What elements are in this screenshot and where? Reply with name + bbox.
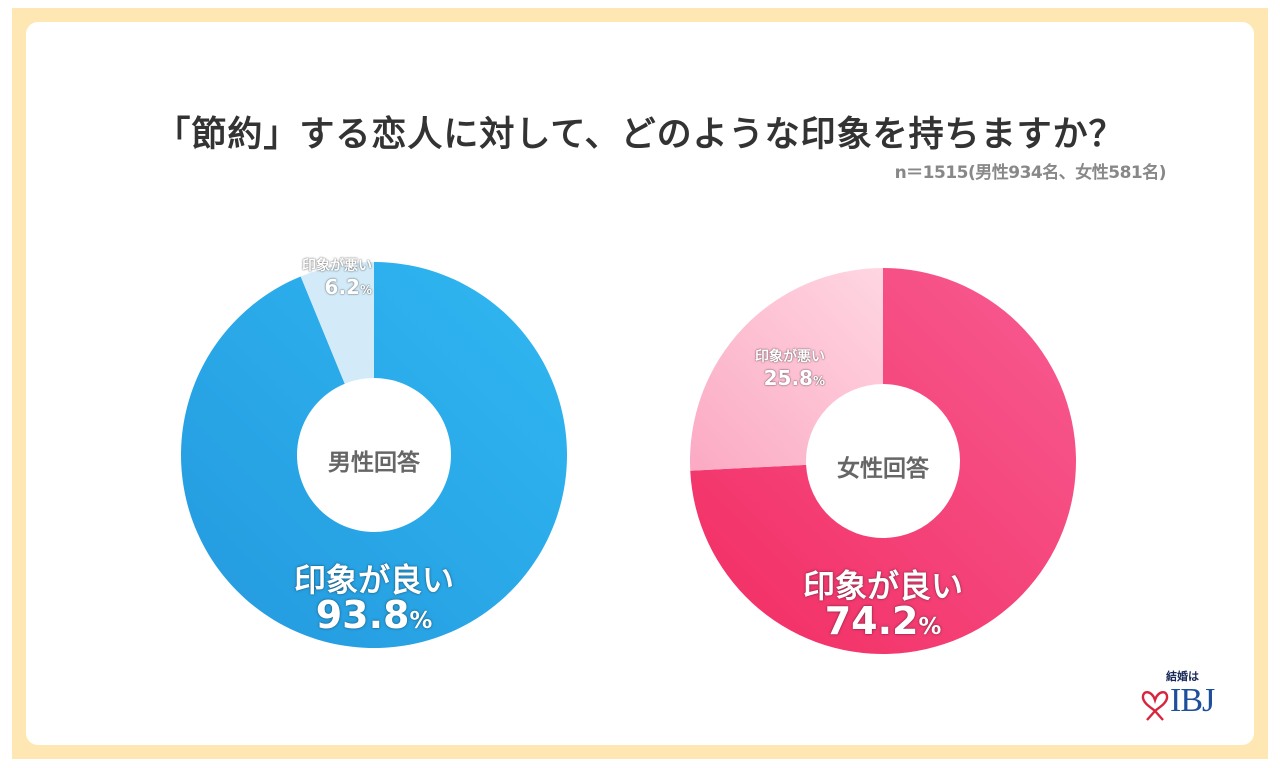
male-donut-svg bbox=[181, 262, 567, 648]
heart-ribbon-icon bbox=[1141, 691, 1169, 721]
female-good-value: 74.2% bbox=[824, 599, 942, 643]
logo-brand: IBJ bbox=[1170, 682, 1215, 719]
female-donut-svg bbox=[690, 268, 1076, 654]
female-bad-value: 25.8% bbox=[763, 366, 825, 390]
female-good-slice bbox=[690, 268, 1076, 654]
male-bad-category: 印象が悪い bbox=[302, 258, 372, 274]
male-bad-label: 印象が悪い 6.2% bbox=[272, 255, 372, 299]
sample-size-note: n＝1515(男性934名、女性581名) bbox=[894, 163, 1167, 183]
male-good-category: 印象が良い bbox=[293, 561, 454, 599]
male-bad-value: 6.2% bbox=[324, 275, 372, 299]
female-center-label: 女性回答 bbox=[837, 456, 929, 482]
female-bad-category: 印象が悪い bbox=[755, 349, 825, 365]
male-donut-chart: 印象が悪い 6.2% 男性回答 印象が良い 93.8% bbox=[174, 255, 574, 655]
female-bad-slice bbox=[690, 268, 883, 471]
chart-title: 「節約」する恋人に対して、どのような印象を持ちますか？ bbox=[155, 115, 1125, 155]
male-good-value: 93.8% bbox=[315, 593, 433, 637]
male-good-slice bbox=[181, 262, 567, 648]
ibj-logo: 結婚は IBJ bbox=[1140, 668, 1230, 730]
female-donut-chart: 印象が悪い 25.8% 女性回答 印象が良い 74.2% bbox=[683, 261, 1083, 661]
female-good-category: 印象が良い bbox=[802, 567, 963, 605]
male-bad-slice bbox=[300, 262, 374, 384]
female-bad-label: 印象が悪い 25.8% bbox=[723, 346, 825, 390]
male-center-label: 男性回答 bbox=[328, 450, 420, 476]
logo-tagline: 結婚は bbox=[1166, 670, 1199, 683]
